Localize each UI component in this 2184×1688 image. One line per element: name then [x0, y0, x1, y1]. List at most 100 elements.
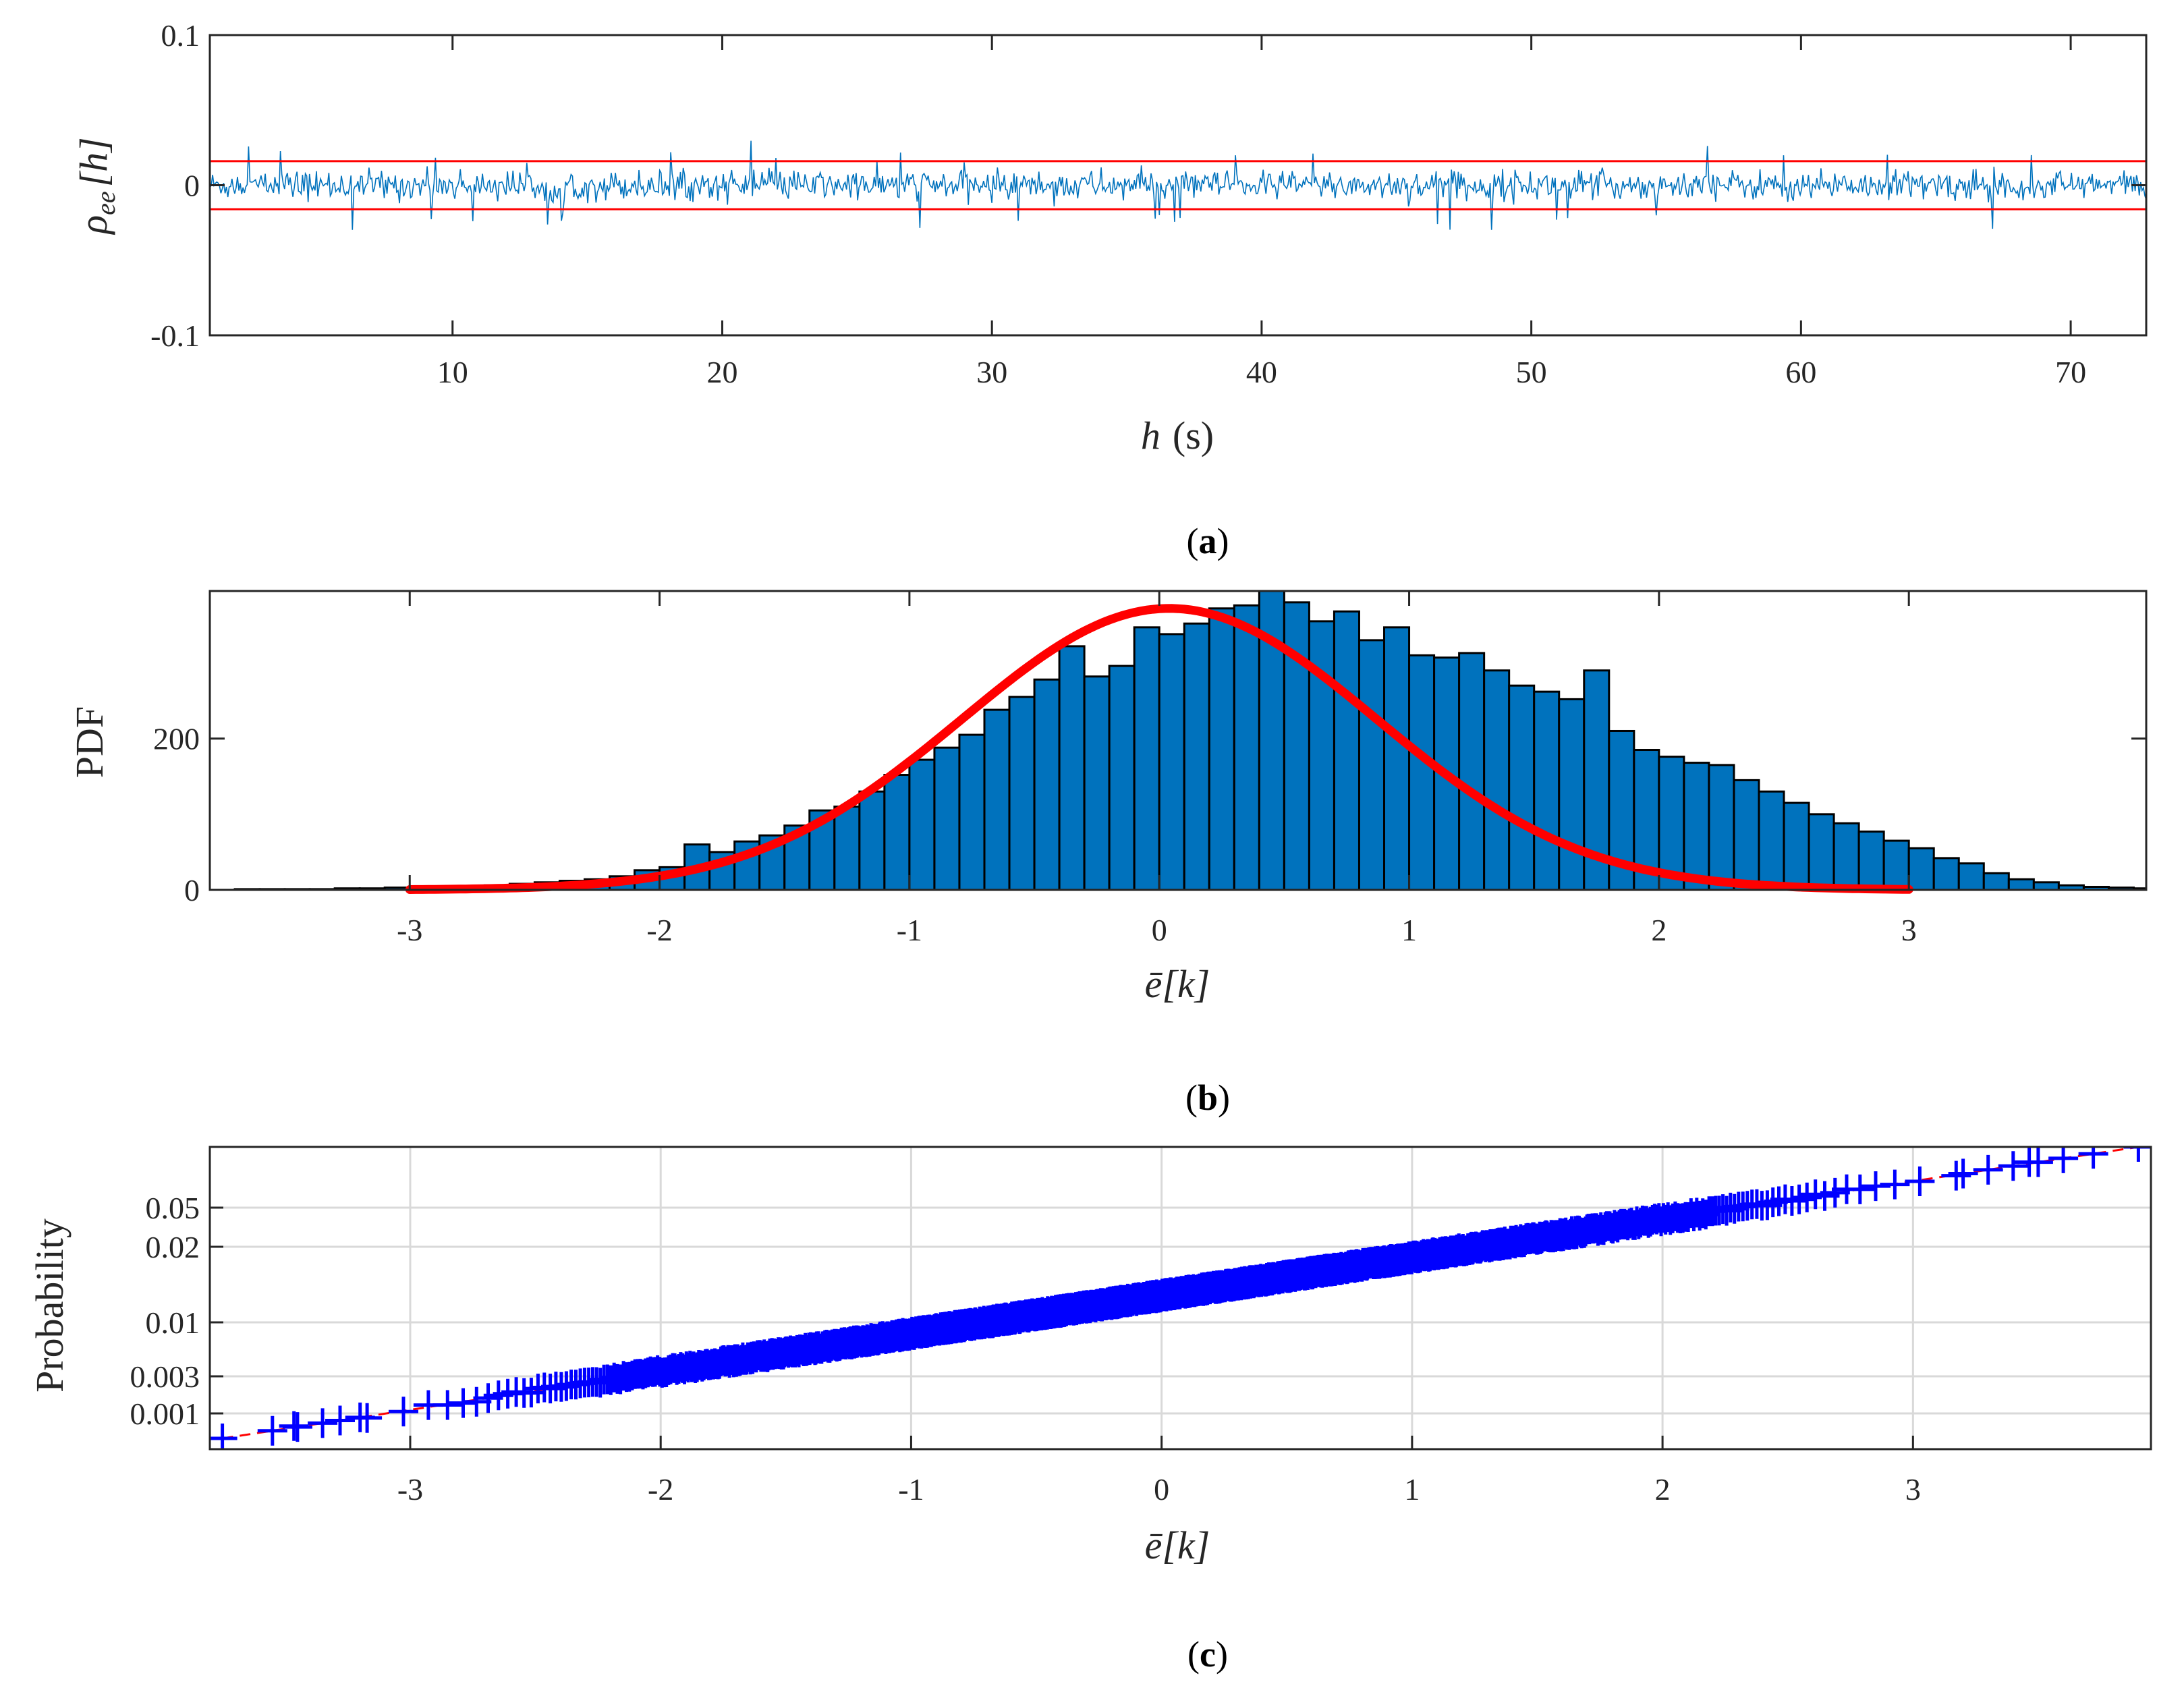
histogram-bar [833, 806, 861, 890]
histogram-bar [1008, 696, 1036, 890]
histogram-bar [1683, 762, 1710, 890]
histogram-bar [1982, 872, 2010, 890]
histogram-bar [1308, 620, 1335, 890]
histogram-bar [2032, 881, 2060, 890]
x-tick-label: 0 [1152, 913, 1167, 947]
histogram-bar [1033, 678, 1061, 890]
x-tick-label: 40 [1246, 355, 1277, 389]
histogram-bar [1357, 639, 1386, 890]
x-tick-label: -2 [648, 1472, 673, 1507]
histogram-bar [1957, 862, 1985, 890]
plot-frame [208, 590, 2148, 891]
autocorrelation-chart: 10 20 30 40 50 60 70 -0.1 0 0.1 h (s) ρee[h] (a) [72, 18, 2148, 561]
x-tick-label: -3 [397, 913, 422, 947]
histogram-bar [1483, 669, 1511, 890]
x-tick-label: 1 [1401, 913, 1417, 947]
histogram-bar [983, 708, 1011, 890]
x-axis-ticks: 10 20 30 40 50 60 70 [437, 35, 2086, 389]
histogram-bar [1808, 813, 1835, 890]
y-axis-ticks: 0 200 [153, 722, 2146, 907]
histogram-bar [1408, 654, 1436, 890]
histogram-bar [858, 790, 886, 890]
histogram-bar [1508, 684, 1536, 890]
x-tick-label: -1 [898, 1472, 924, 1507]
x-tick-label: 2 [1655, 1472, 1671, 1507]
x-axis-label: ē[k] [1145, 962, 1210, 1006]
y-axis-label: Probability [28, 1218, 72, 1392]
x-tick-label: 50 [1516, 355, 1547, 389]
histogram-bar [1783, 801, 1810, 890]
x-tick-label: -1 [897, 913, 922, 947]
x-axis-label: h (s) [1141, 414, 1214, 457]
histogram-bar [1733, 779, 1760, 890]
x-axis-ticks: -3 -2 -1 0 1 2 3 [397, 591, 1917, 947]
x-axis-label: ē[k] [1145, 1523, 1210, 1567]
y-tick-label: 0.05 [146, 1191, 200, 1225]
y-tick-label: 0 [184, 873, 200, 907]
histogram-bar [1758, 790, 1785, 890]
x-axis-ticks: -3 -2 -1 0 1 2 3 [397, 1436, 1921, 1507]
histogram-bar [1333, 610, 1360, 890]
x-tick-label: 20 [706, 355, 737, 389]
histogram-bar [1383, 626, 1411, 890]
histogram-bar [883, 774, 911, 890]
histogram-bar [1932, 857, 1960, 890]
histogram-bar [1832, 822, 1860, 890]
histogram-bar [1558, 698, 1586, 890]
y-axis-label: ρee[h] [72, 137, 121, 235]
histogram-bar [1183, 622, 1210, 890]
histogram-bar [908, 758, 936, 890]
histogram-bar [1108, 665, 1136, 890]
x-tick-label: 30 [976, 355, 1007, 389]
plot-frame [208, 1146, 2152, 1451]
y-tick-label: 0.1 [161, 18, 200, 53]
x-tick-label: 3 [1901, 913, 1917, 947]
histogram-bar [2007, 878, 2035, 890]
x-tick-label: 3 [1905, 1472, 1921, 1507]
histogram-bar [1458, 652, 1486, 890]
y-tick-label: 200 [153, 722, 200, 756]
y-tick-label: 0.001 [130, 1397, 200, 1431]
histogram-bar [1533, 690, 1561, 890]
x-tick-label: -2 [646, 913, 672, 947]
probability-markers [210, 1147, 2151, 1449]
x-tick-label: 10 [437, 355, 468, 389]
histogram-bar [1907, 847, 1935, 890]
histogram-chart: -3 -2 -1 0 1 2 3 0 200 ē[k] PDF (b) [67, 590, 2148, 1118]
y-tick-label: 0.01 [146, 1305, 200, 1340]
histogram-bar [1133, 626, 1160, 890]
histogram-bar [1233, 604, 1260, 890]
histogram-bar [1058, 645, 1086, 890]
caption-c: (c) [1187, 1634, 1228, 1675]
histogram-bar [1283, 601, 1310, 890]
y-tick-label: 0.02 [146, 1230, 200, 1264]
y-tick-label: -0.1 [150, 318, 200, 353]
x-tick-label: 60 [1785, 355, 1816, 389]
autocorrelation-series [210, 140, 2146, 230]
histogram-bar [958, 733, 986, 890]
autocorrelation-line [210, 140, 2146, 230]
y-axis-label: PDF [67, 706, 111, 778]
x-tick-label: -3 [397, 1472, 423, 1507]
y-tick-label: 0 [184, 169, 200, 203]
histogram-bar [1708, 764, 1735, 890]
y-tick-label: 0.003 [130, 1359, 200, 1394]
y-axis-ticks: -0.1 0 0.1 [150, 18, 2146, 353]
histogram-bar [1083, 675, 1111, 890]
histogram-bar [933, 746, 961, 890]
histogram-bar [1158, 633, 1185, 890]
confidence-bounds [210, 160, 2146, 210]
histogram-bar [1882, 839, 1910, 890]
x-tick-label: 70 [2055, 355, 2086, 389]
x-tick-label: 0 [1154, 1472, 1169, 1507]
histogram-bars [233, 591, 2146, 890]
histogram-bar [1857, 831, 1885, 890]
caption-a: (a) [1187, 521, 1229, 561]
x-tick-label: 1 [1404, 1472, 1420, 1507]
caption-b: (b) [1185, 1077, 1230, 1118]
histogram-bar [1208, 607, 1235, 890]
x-tick-label: 2 [1651, 913, 1667, 947]
